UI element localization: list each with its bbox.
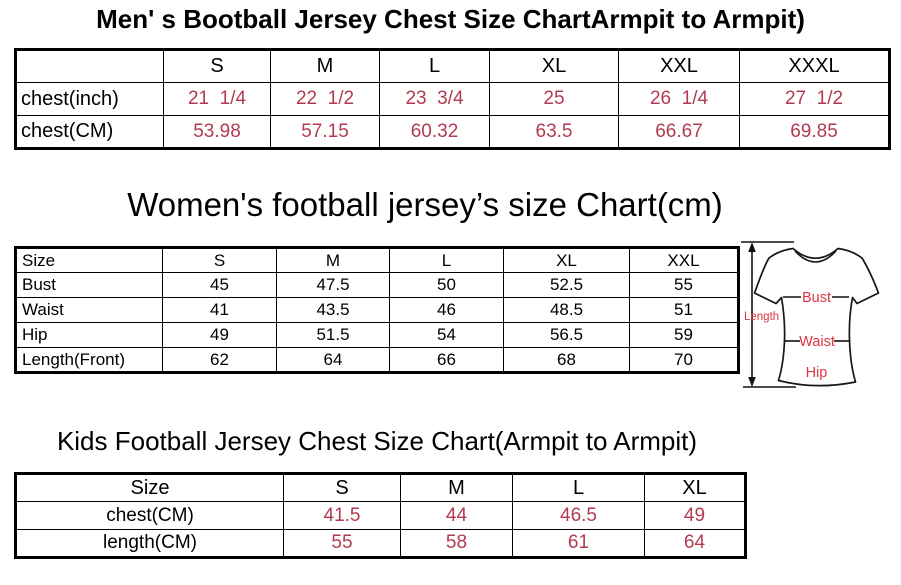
row-label: Length(Front) <box>15 347 163 373</box>
column-header: XXL <box>629 247 739 273</box>
column-header: M <box>400 473 513 502</box>
column-header: L <box>379 49 490 83</box>
value-cell: 46.5 <box>512 501 645 530</box>
column-header: XXXL <box>739 49 890 83</box>
value-cell: 46 <box>389 297 504 323</box>
row-label: Hip <box>15 322 163 348</box>
value-cell: 22 1/2 <box>270 82 380 116</box>
table-row: chest(CM) 53.98 57.15 60.32 63.5 66.67 69.85 <box>15 115 890 149</box>
value-cell: 53.98 <box>163 115 271 149</box>
value-cell: 64 <box>276 347 390 373</box>
table-row: length(CM) 55 58 61 64 <box>15 529 746 558</box>
value-cell: 41.5 <box>283 501 401 530</box>
value-cell: 64 <box>644 529 746 558</box>
value-cell: 59 <box>629 322 739 348</box>
row-label: chest(inch) <box>15 82 164 116</box>
table-row: chest(CM) 41.5 44 46.5 49 <box>15 501 746 530</box>
column-header: XXL <box>618 49 740 83</box>
column-header: S <box>162 247 277 273</box>
row-label: Waist <box>15 297 163 323</box>
waist-label: Waist <box>799 334 835 350</box>
table-row: Bust 45 47.5 50 52.5 55 <box>15 272 739 298</box>
womens-chart-title: Women's football jersey’s size Chart(cm) <box>127 186 723 223</box>
table-row: Waist 41 43.5 46 48.5 51 <box>15 297 739 323</box>
length-label: Length <box>744 311 779 323</box>
column-header: Size <box>15 247 163 273</box>
value-cell: 68 <box>503 347 630 373</box>
value-cell: 55 <box>283 529 401 558</box>
kids-header-row: Size S M L XL <box>15 473 746 502</box>
value-cell: 43.5 <box>276 297 390 323</box>
value-cell: 55 <box>629 272 739 298</box>
row-label: chest(CM) <box>15 501 284 530</box>
value-cell: 50 <box>389 272 504 298</box>
column-header: Size <box>15 473 284 502</box>
value-cell: 49 <box>644 501 746 530</box>
column-header: M <box>276 247 390 273</box>
womens-header-row: Size S M L XL XXL <box>15 247 739 273</box>
value-cell: 54 <box>389 322 504 348</box>
row-label: length(CM) <box>15 529 284 558</box>
value-cell: 41 <box>162 297 277 323</box>
value-cell: 52.5 <box>503 272 630 298</box>
value-cell: 61 <box>512 529 645 558</box>
column-header <box>15 49 164 83</box>
value-cell: 23 3/4 <box>379 82 490 116</box>
value-cell: 63.5 <box>489 115 619 149</box>
value-cell: 56.5 <box>503 322 630 348</box>
value-cell: 62 <box>162 347 277 373</box>
value-cell: 25 <box>489 82 619 116</box>
value-cell: 47.5 <box>276 272 390 298</box>
row-label: Bust <box>15 272 163 298</box>
table-row: chest(inch) 21 1/4 22 1/2 23 3/4 25 26 1/4 27 … <box>15 82 890 116</box>
table-row: Hip 49 51.5 54 56.5 59 <box>15 322 739 348</box>
tshirt-outline <box>753 247 880 387</box>
value-cell: 70 <box>629 347 739 373</box>
value-cell: 49 <box>162 322 277 348</box>
kids-chart-title: Kids Football Jersey Chest Size Chart(Ar… <box>56 426 698 456</box>
column-header: XL <box>503 247 630 273</box>
value-cell: 57.15 <box>270 115 380 149</box>
kids-size-table: Size S M L XL chest(CM) 41.5 44 46.5 49 length(CM… <box>14 472 747 559</box>
column-header: XL <box>644 473 746 502</box>
column-header: S <box>283 473 401 502</box>
length-arrow <box>741 241 796 388</box>
value-cell: 48.5 <box>503 297 630 323</box>
column-header: L <box>512 473 645 502</box>
value-cell: 27 1/2 <box>739 82 890 116</box>
column-header: XL <box>489 49 619 83</box>
value-cell: 69.85 <box>739 115 890 149</box>
row-label: chest(CM) <box>15 115 164 149</box>
value-cell: 44 <box>400 501 513 530</box>
table-row: Length(Front) 62 64 66 68 70 <box>15 347 739 373</box>
column-header: M <box>270 49 380 83</box>
value-cell: 60.32 <box>379 115 490 149</box>
value-cell: 21 1/4 <box>163 82 271 116</box>
mens-size-table: S M L XL XXL XXXL chest(inch) 21 1/4 22 1/2 23 3… <box>14 48 891 150</box>
value-cell: 66.67 <box>618 115 740 149</box>
womens-size-table: Size S M L XL XXL Bust 45 47.5 50 52.5 55 Waist 41 43… <box>14 246 740 374</box>
mens-chart-title: Men' s Bootball Jersey Chest Size ChartA… <box>96 4 805 34</box>
mens-header-row: S M L XL XXL XXXL <box>15 49 890 83</box>
value-cell: 66 <box>389 347 504 373</box>
bust-label: Bust <box>802 290 831 306</box>
column-header: L <box>389 247 504 273</box>
column-header: S <box>163 49 271 83</box>
value-cell: 58 <box>400 529 513 558</box>
hip-label: Hip <box>806 365 828 381</box>
tshirt-measurement-diagram: Length Bust Waist Hip <box>741 241 880 388</box>
collar-inner-line <box>794 250 837 263</box>
value-cell: 51 <box>629 297 739 323</box>
value-cell: 51.5 <box>276 322 390 348</box>
value-cell: 45 <box>162 272 277 298</box>
value-cell: 26 1/4 <box>618 82 740 116</box>
